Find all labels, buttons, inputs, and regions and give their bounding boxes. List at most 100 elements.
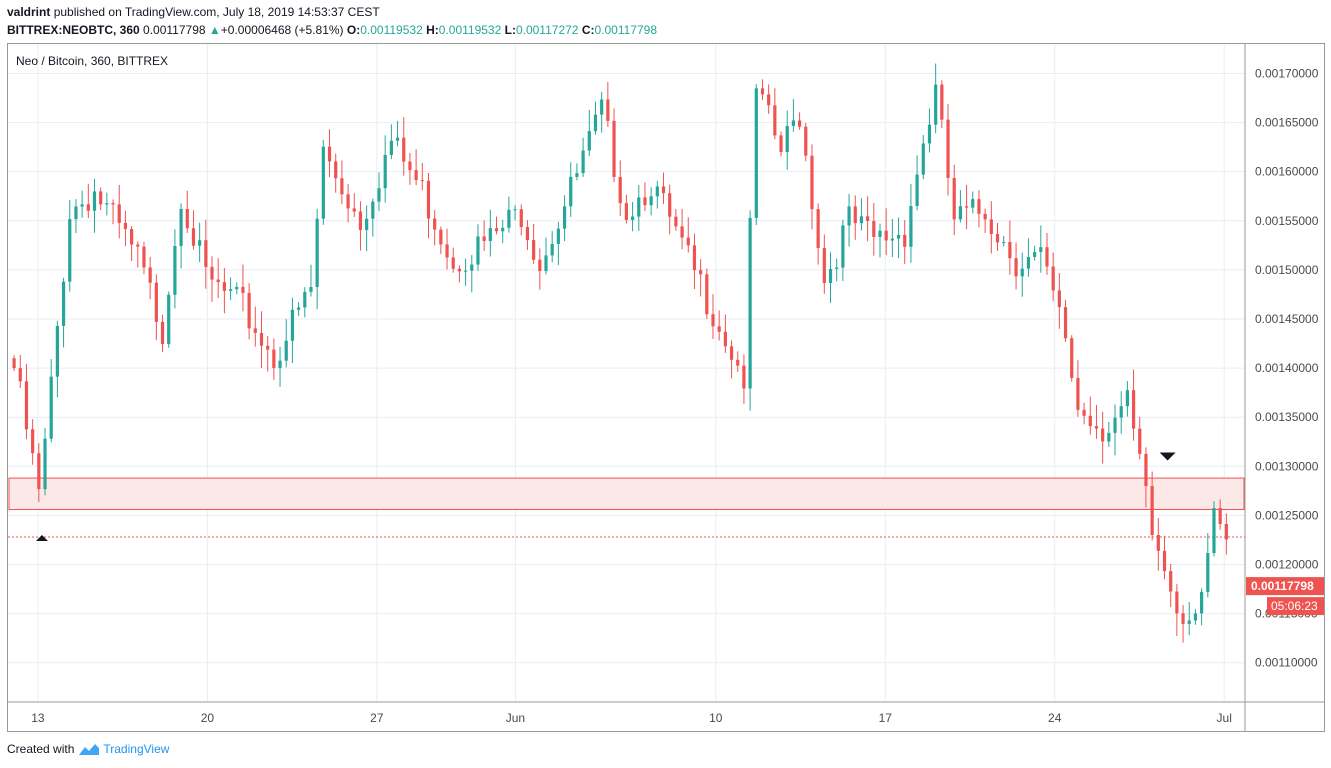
candle-body <box>507 209 511 228</box>
candle-body <box>723 331 727 347</box>
candle-body <box>927 124 932 144</box>
y-tick-label: 0.00110000 <box>1255 656 1318 670</box>
x-tick-label: Jun <box>506 711 525 725</box>
candle-body <box>742 365 746 389</box>
candle-body <box>785 126 789 153</box>
candle-body <box>408 161 412 171</box>
candle-body <box>136 244 140 247</box>
candle-body <box>389 140 393 155</box>
candle-body <box>878 230 882 237</box>
candle-body <box>290 309 295 341</box>
candle-body <box>612 120 616 177</box>
arrow-down-icon <box>1159 452 1176 461</box>
candle-body <box>1082 409 1086 416</box>
candle-body <box>321 146 325 219</box>
candle-body <box>420 180 424 182</box>
candle-body <box>111 203 115 205</box>
candle-body <box>142 246 146 268</box>
y-tick-label: 0.00155000 <box>1255 214 1319 228</box>
candle-body <box>760 88 765 95</box>
candle-body <box>587 131 591 151</box>
candle-body <box>179 208 183 247</box>
candle-body <box>1175 591 1179 614</box>
candle-body <box>117 204 121 223</box>
candle-body <box>1212 508 1216 554</box>
candle-body <box>630 216 635 220</box>
candle-body <box>278 360 282 368</box>
candle-body <box>705 274 709 315</box>
candle-body <box>859 216 864 224</box>
author-name[interactable]: valdrint <box>7 5 51 19</box>
candle-body <box>1070 338 1074 378</box>
candle-body <box>773 105 777 136</box>
candle-body <box>297 307 301 310</box>
candle-body <box>1218 508 1222 524</box>
candle-body <box>915 174 919 207</box>
price-chart[interactable]: 0.001100000.001150000.001200000.00125000… <box>8 44 1324 731</box>
candle-body <box>736 359 740 366</box>
candle-body <box>550 243 554 256</box>
candle-body <box>903 234 907 247</box>
candle-body <box>61 281 66 326</box>
candle-body <box>748 217 752 389</box>
support-zone[interactable] <box>8 477 1245 511</box>
candle-body <box>643 197 647 206</box>
candle-body <box>18 368 22 382</box>
candle-body <box>711 314 715 327</box>
candle-body <box>259 332 264 346</box>
open-label: O: <box>346 23 361 37</box>
candle-body <box>358 211 363 231</box>
candle-body <box>692 245 697 271</box>
candle-body <box>841 225 845 268</box>
candle-body <box>729 346 734 360</box>
candle-body <box>1057 290 1061 308</box>
tradingview-link[interactable]: TradingView <box>78 742 169 756</box>
candle-body <box>581 150 585 174</box>
high-value: 0.00119532 <box>438 23 502 37</box>
candle-body <box>105 203 109 205</box>
candle-body <box>717 326 721 332</box>
candle-body <box>80 204 84 207</box>
candle-body <box>99 191 103 205</box>
candle-body <box>562 206 567 229</box>
candle-body <box>55 325 59 377</box>
candle-body <box>377 188 381 202</box>
candle-body <box>1014 258 1018 277</box>
candle-body <box>952 177 956 220</box>
candle-body <box>43 438 47 490</box>
candle-body <box>525 227 530 241</box>
chart-frame[interactable]: 0.001100000.001150000.001200000.00125000… <box>7 43 1325 732</box>
ohlc-bar: BITTREX:NEOBTC, 360 0.00117798 ▲+0.00006… <box>7 23 657 37</box>
candle-body <box>890 238 894 241</box>
candle-body <box>198 240 202 246</box>
candle-body <box>575 173 579 177</box>
candle-body <box>383 154 387 189</box>
candle-body <box>31 429 35 454</box>
y-tick-label: 0.00130000 <box>1255 459 1319 473</box>
candle-body <box>655 186 659 197</box>
y-tick-label: 0.00120000 <box>1255 558 1319 572</box>
last-price-badge <box>1246 577 1324 596</box>
candle-body <box>130 229 134 245</box>
candle-body <box>1063 307 1068 339</box>
candle-body <box>309 287 313 292</box>
candle-body <box>909 206 913 247</box>
candle-body <box>538 259 542 272</box>
candle-body <box>779 135 783 153</box>
candle-body <box>519 209 523 228</box>
candle-body <box>872 220 876 237</box>
candle-body <box>24 381 29 430</box>
candle-body <box>445 244 449 258</box>
low-label: L: <box>504 23 516 37</box>
candle-body <box>476 236 480 265</box>
candle-body <box>1026 256 1031 269</box>
low-value: 0.00117272 <box>515 23 579 37</box>
y-tick-label: 0.00140000 <box>1255 361 1319 375</box>
candle-body <box>173 246 177 295</box>
published-text: published on TradingView.com, July 18, 2… <box>53 5 380 19</box>
candle-body <box>835 267 839 269</box>
candle-body <box>847 206 851 226</box>
x-tick-label: Jul <box>1217 711 1232 725</box>
created-with-text: Created with <box>7 742 75 756</box>
candle-body <box>204 240 208 267</box>
